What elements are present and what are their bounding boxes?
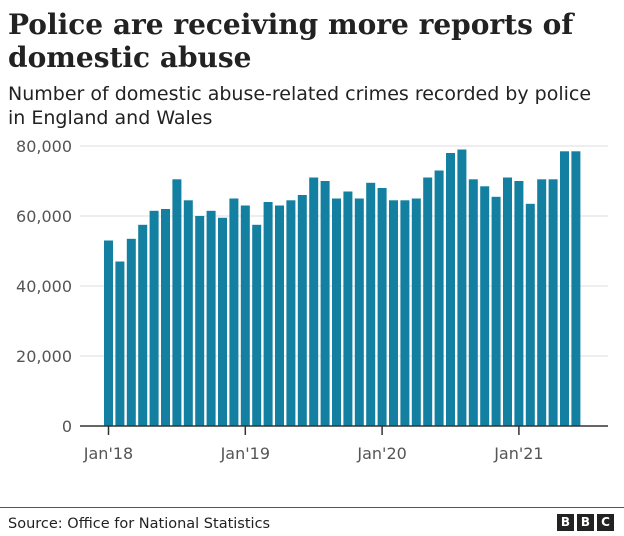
bar <box>354 198 364 426</box>
bar <box>525 203 535 427</box>
bar <box>423 177 433 426</box>
footer-divider <box>0 507 624 508</box>
bar <box>297 195 307 426</box>
bar <box>229 198 239 426</box>
bar <box>206 210 216 427</box>
bbc-logo-letter: C <box>597 514 614 531</box>
y-tick-label: 80,000 <box>16 137 72 156</box>
bar <box>149 210 159 427</box>
chart-subtitle: Number of domestic abuse-related crimes … <box>8 83 592 129</box>
bar <box>320 181 330 426</box>
x-tick-label: Jan'20 <box>356 444 406 463</box>
bar <box>503 177 512 426</box>
bar <box>537 179 547 427</box>
source-note: Source: Office for National Statistics <box>8 516 271 532</box>
bar <box>548 179 558 427</box>
bar <box>275 205 284 426</box>
bar <box>560 151 569 427</box>
bar <box>115 261 125 426</box>
bar <box>480 186 490 427</box>
bar <box>400 200 410 427</box>
y-tick-label: 20,000 <box>16 347 72 366</box>
bar <box>252 224 262 427</box>
bar <box>571 151 581 427</box>
x-axis: Jan'18 Jan'19 Jan'20 Jan'21 <box>80 425 608 463</box>
bar <box>104 240 113 426</box>
y-tick-label: 0 <box>62 417 72 436</box>
bar <box>343 191 353 426</box>
bar <box>366 182 376 427</box>
y-tick-label: 60,000 <box>16 207 72 226</box>
bbc-logo-letter: B <box>557 514 574 531</box>
bar <box>514 181 524 426</box>
bar <box>491 196 501 427</box>
y-axis-labels: 0 20,000 40,000 60,000 80,000 <box>16 137 72 436</box>
bar <box>172 179 182 427</box>
bar <box>468 179 478 427</box>
x-tick-label: Jan'21 <box>493 444 543 463</box>
bars <box>104 149 581 427</box>
bar <box>183 200 193 427</box>
bar <box>240 205 250 426</box>
y-tick-label: 40,000 <box>16 277 72 296</box>
bar <box>411 198 421 426</box>
bar <box>434 170 444 426</box>
bar <box>263 202 273 426</box>
bar <box>126 238 136 427</box>
x-tick-label: Jan'19 <box>220 444 270 463</box>
bar <box>309 177 319 426</box>
bar <box>332 198 341 426</box>
bar <box>195 216 205 426</box>
bar <box>286 200 296 427</box>
chart-title: Police are receiving more reports of dom… <box>8 8 574 74</box>
bar <box>218 217 227 427</box>
bar <box>138 224 148 427</box>
bbc-logo-letter: B <box>577 514 594 531</box>
bbc-logo: B B C <box>557 514 614 531</box>
bar <box>457 149 467 426</box>
bar <box>446 153 455 426</box>
bar <box>161 209 170 426</box>
bar <box>389 200 398 427</box>
x-tick-label: Jan'18 <box>83 444 133 463</box>
bar <box>377 188 387 426</box>
